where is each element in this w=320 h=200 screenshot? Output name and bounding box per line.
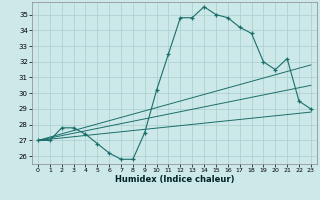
X-axis label: Humidex (Indice chaleur): Humidex (Indice chaleur) bbox=[115, 175, 234, 184]
